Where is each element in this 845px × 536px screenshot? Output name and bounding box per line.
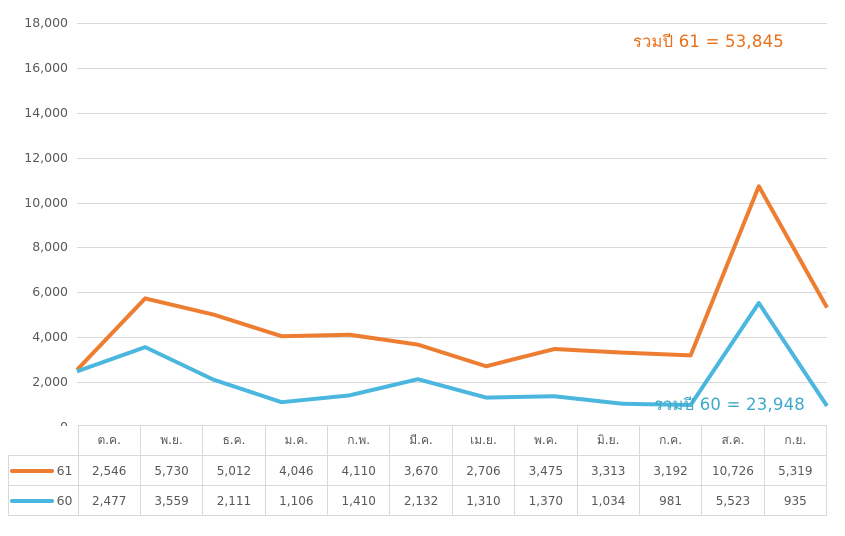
table-cell: 1,410	[326, 485, 391, 516]
plot-area	[75, 23, 829, 428]
y-axis-tick-label: 6,000	[32, 284, 68, 300]
gridline	[77, 157, 827, 159]
table-cell: 3,313	[576, 455, 640, 486]
table-header-month-1: พ.ย.	[139, 425, 204, 456]
legend-cell-61[interactable]: 61	[8, 455, 79, 486]
gridline	[77, 202, 827, 204]
table-cell: 1,310	[451, 485, 516, 516]
table-header-month-8: มิ.ย.	[576, 425, 640, 456]
table-cell: 2,706	[451, 455, 516, 486]
table-header-month-2: ธ.ค.	[202, 425, 266, 456]
table-cell: 2,111	[202, 485, 266, 516]
table-cell: 2,546	[77, 455, 141, 486]
table-header-month-4: ก.พ.	[326, 425, 391, 456]
gridline	[77, 292, 827, 294]
table-header-month-0: ต.ค.	[77, 425, 141, 456]
table-cell: 3,192	[638, 455, 703, 486]
table-header-month-10: ส.ค.	[701, 425, 765, 456]
gridline	[77, 67, 827, 69]
table-cell: 2,477	[77, 485, 141, 516]
y-axis-tick-label: 12,000	[24, 149, 68, 165]
table-header-month-11: ก.ย.	[763, 425, 828, 456]
table-cell: 5,319	[763, 455, 828, 486]
table-header-month-9: ก.ค.	[638, 425, 703, 456]
y-axis-tick-label: 2,000	[32, 373, 68, 389]
table-cell: 5,730	[139, 455, 204, 486]
table-header-month-6: เม.ย.	[451, 425, 516, 456]
table-cell: 5,523	[701, 485, 765, 516]
table-cell: 981	[638, 485, 703, 516]
gridline	[77, 247, 827, 249]
y-axis-tick-label: 14,000	[24, 104, 68, 120]
table-cell: 10,726	[701, 455, 765, 486]
y-axis-tick-label: 10,000	[24, 194, 68, 210]
y-axis-labels: 18,000 16,000 14,000 12,000 10,000 8,000 6,000…	[0, 16, 68, 432]
series-lines	[75, 184, 829, 408]
legend-label-61: 61	[56, 463, 73, 478]
table-header-month-7: พ.ค.	[514, 425, 578, 456]
gridline	[77, 337, 827, 339]
legend-cell-60[interactable]: 60	[8, 485, 79, 516]
table-cell: 1,370	[514, 485, 578, 516]
gridline	[77, 112, 827, 114]
table-cell: 2,132	[389, 485, 453, 516]
table-cell: 1,034	[576, 485, 640, 516]
table-cell: 5,012	[202, 455, 266, 486]
y-axis-tick-label: 18,000	[24, 14, 68, 30]
table-row: 61 2,546 5,730 5,012 4,046 4,110 3,670 2,706 3,4…	[8, 455, 828, 486]
legend-label-60: 60	[56, 493, 73, 508]
data-table: ต.ค. พ.ย. ธ.ค. ม.ค. ก.พ. มี.ค. เม.ย. พ.ค. มิ.ย. ก…	[8, 425, 828, 516]
table-header-month-5: มี.ค.	[389, 425, 453, 456]
annotation-total-60: รวมปี 60 = 23,948	[654, 395, 805, 414]
table-cell: 4,110	[326, 455, 391, 486]
legend-header-cell	[8, 425, 79, 456]
table-cell: 3,670	[389, 455, 453, 486]
legend-swatch-60	[9, 498, 54, 503]
gridline	[77, 23, 827, 24]
series-line-60	[76, 301, 829, 408]
table-cell: 935	[763, 485, 828, 516]
y-axis-tick-label: 16,000	[24, 59, 68, 75]
y-axis-tick-label: 8,000	[32, 239, 68, 255]
table-cell: 1,106	[264, 485, 329, 516]
table-cell: 3,559	[139, 485, 204, 516]
series-line-61	[75, 184, 829, 372]
legend-swatch-61	[9, 468, 54, 473]
table-header-month-3: ม.ค.	[264, 425, 329, 456]
table-cell: 4,046	[264, 455, 329, 486]
y-axis-tick-label: 4,000	[32, 328, 68, 344]
table-header-row: ต.ค. พ.ย. ธ.ค. ม.ค. ก.พ. มี.ค. เม.ย. พ.ค. มิ.ย. ก…	[8, 425, 828, 456]
gridline	[77, 382, 827, 384]
annotation-total-61: รวมปี 61 = 53,845	[633, 32, 784, 51]
table-row: 60 2,477 3,559 2,111 1,106 1,410 2,132 1,310 1,3…	[8, 485, 828, 516]
table-cell: 3,475	[514, 455, 578, 486]
